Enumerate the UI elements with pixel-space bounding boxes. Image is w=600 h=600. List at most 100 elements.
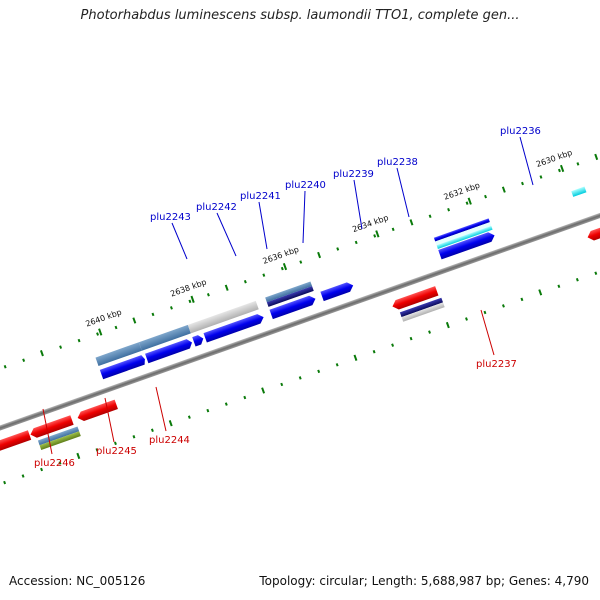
inner-tick-track — [3, 271, 598, 485]
outer-tick-mark — [132, 317, 137, 324]
gene-label-text: plu2241 — [240, 191, 281, 202]
gene-label-plu2243[interactable]: plu2243 — [150, 212, 191, 260]
genome-backbone — [0, 183, 600, 442]
reverse-strand-upper — [0, 223, 600, 465]
inner-tick-mark — [557, 284, 561, 289]
gene-feature-plu2245-lower[interactable] — [37, 426, 80, 446]
gene-label-plu2239[interactable]: plu2239 — [333, 169, 374, 230]
outer-tick-mark — [206, 293, 210, 297]
outer-tick-mark — [151, 312, 155, 317]
outer-tick-mark — [22, 358, 26, 362]
outer-tick-mark — [336, 247, 340, 251]
gene-label-text: plu2246 — [34, 458, 75, 469]
inner-tick-mark — [150, 428, 154, 432]
scale-tick-2634: 2634 kbp — [351, 213, 390, 238]
gene-arrow-plu2238[interactable] — [320, 281, 354, 302]
outer-tick-mark — [170, 306, 173, 310]
gene-feature-plu2242-upper[interactable] — [138, 324, 191, 351]
inner-tick-mark — [224, 402, 228, 406]
outer-tick-mark — [96, 332, 99, 336]
gene-label-plu2242[interactable]: plu2242 — [196, 202, 237, 257]
gene-arrow-plu2242[interactable] — [145, 338, 194, 364]
outer-tick-mark — [224, 284, 229, 291]
inner-tick-mark — [391, 343, 395, 347]
outer-tick-mark — [114, 325, 118, 330]
outer-tick-mark — [521, 181, 524, 186]
gene-arrow-plu2244[interactable] — [76, 399, 118, 423]
inner-tick-mark — [520, 297, 524, 302]
gene-label-plu2246[interactable]: plu2246 — [34, 408, 75, 469]
gene-arrow-plu2241[interactable] — [192, 334, 205, 347]
scale-tick-label: 2640 kbp — [84, 308, 123, 329]
outer-tick-mark — [447, 207, 451, 212]
scale-tick-2636: 2636 kbp — [262, 245, 301, 271]
gene-arrow-plu2240[interactable] — [203, 312, 266, 343]
gene-arrow-plu2243[interactable] — [99, 354, 147, 380]
gene-feature-plu2236-upper[interactable] — [433, 218, 490, 242]
inner-tick-mark — [187, 415, 191, 419]
gene-label-text: plu2244 — [149, 435, 190, 446]
outer-tick-mark — [188, 299, 192, 304]
outer-tick-mark — [59, 345, 63, 349]
gene-arrow-plu2246[interactable] — [0, 430, 32, 465]
outer-tick-mark — [465, 201, 469, 205]
outer-tick-mark — [77, 338, 81, 343]
inner-tick-mark — [40, 467, 43, 472]
gene-feature-plu2239-upper[interactable] — [265, 281, 313, 303]
outer-tick-mark — [428, 214, 432, 219]
inner-tick-mark — [538, 289, 543, 296]
forward-strand-lower — [99, 231, 496, 380]
gene-label-text: plu2237 — [476, 359, 517, 370]
inner-tick-mark — [465, 317, 468, 321]
gene-feature-edge-upper[interactable] — [571, 186, 587, 197]
gene-arrow-plu2236[interactable] — [438, 231, 496, 260]
inner-tick-mark — [280, 382, 284, 387]
gene-label-plu2238[interactable]: plu2238 — [377, 157, 418, 218]
gene-arrow-plu2245[interactable] — [29, 415, 74, 439]
inner-tick-mark — [298, 376, 302, 380]
gene-feature-plu2237-lower-b[interactable] — [401, 302, 445, 322]
outer-tick-mark — [576, 162, 580, 166]
gene-label-text: plu2242 — [196, 202, 237, 213]
gene-label-plu2241[interactable]: plu2241 — [240, 191, 281, 250]
inner-tick-mark — [21, 474, 25, 478]
reverse-gene-labels: plu2246 plu2245 plu2244 plu2237 — [34, 309, 517, 469]
gene-feature-plu2243-upper[interactable] — [95, 342, 142, 367]
gene-label-text: plu2238 — [377, 157, 418, 168]
scale-tick-2630: 2630 kbp — [535, 148, 573, 173]
outer-tick-mark — [557, 168, 561, 173]
inner-tick-mark — [594, 271, 598, 275]
scale-tick-label: 2636 kbp — [262, 245, 301, 266]
outer-tick-mark — [354, 240, 358, 245]
accession-text: Accession: NC_005126 — [9, 574, 146, 588]
inner-tick-mark — [372, 349, 376, 354]
gene-label-plu2240[interactable]: plu2240 — [285, 180, 326, 244]
inner-tick-mark — [502, 304, 505, 308]
gene-label-plu2244[interactable]: plu2244 — [149, 386, 190, 446]
gene-label-plu2236[interactable]: plu2236 — [500, 126, 541, 186]
gene-feature-plu2236-upper-c[interactable] — [436, 225, 493, 250]
gene-feature-plu2237-lower[interactable] — [399, 297, 444, 318]
gene-arrow-plu2237[interactable] — [391, 286, 439, 311]
gene-label-plu2245[interactable]: plu2245 — [96, 397, 137, 457]
inner-tick-mark — [261, 387, 266, 394]
map-track-group: 2640 kbp 2638 kbp 2636 kbp 2634 kbp 2632… — [0, 148, 600, 485]
outer-tick-mark — [299, 260, 303, 264]
inner-tick-mark — [317, 369, 321, 374]
gene-arrow-plu2239[interactable] — [269, 294, 318, 320]
forward-gene-labels: plu2243 plu2242 plu2241 plu2240 plu2239 … — [150, 126, 541, 260]
gene-label-plu2237[interactable]: plu2237 — [476, 309, 517, 370]
inner-tick-mark — [335, 363, 339, 367]
gene-feature-plu2240-upper[interactable] — [187, 300, 259, 334]
outer-tick-mark — [539, 175, 543, 179]
outer-tick-mark — [409, 219, 414, 226]
outer-tick-mark — [3, 364, 7, 369]
gene-feature-plu2236-upper-b[interactable] — [435, 222, 492, 246]
gene-feature-plu2239-upper-b[interactable] — [266, 286, 314, 307]
scale-tick-2638: 2638 kbp — [169, 278, 208, 303]
gene-arrow-edge-reverse[interactable] — [586, 223, 600, 242]
genome-stats-text: Topology: circular; Length: 5,688,987 bp… — [259, 574, 589, 588]
inner-tick-mark — [243, 395, 247, 400]
